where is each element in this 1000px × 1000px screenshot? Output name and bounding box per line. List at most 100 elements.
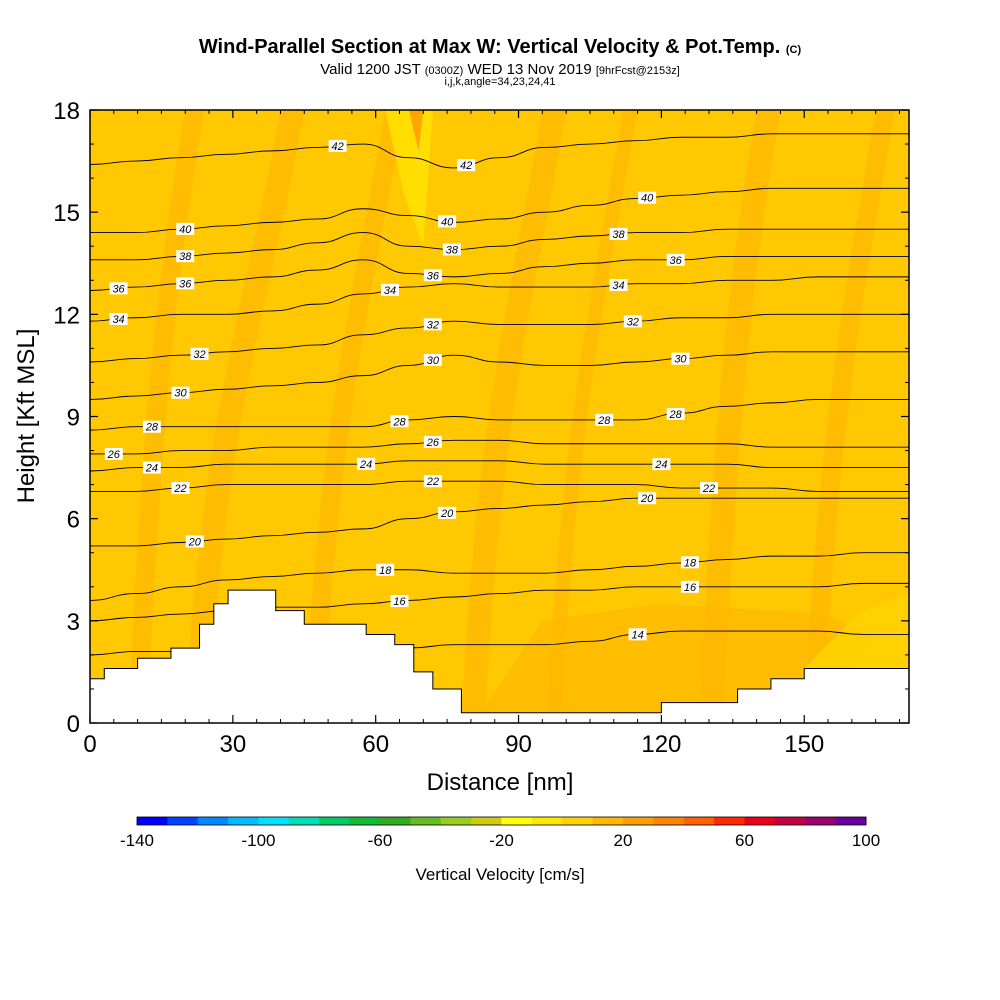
contour-label: 16 (684, 582, 697, 594)
contour-label: 20 (188, 536, 202, 548)
colorbar-swatch (805, 817, 837, 825)
contour-label-box (666, 253, 685, 266)
contour-label: 34 (112, 314, 124, 326)
contour-label: 38 (612, 229, 625, 241)
colorbar-swatch (167, 817, 199, 825)
contour-label-box (652, 458, 671, 471)
colorbar-swatch (501, 817, 533, 825)
theta-contour-28 (90, 399, 909, 431)
colorbar: -140 -100 -60 -20 20 60 100 (120, 816, 880, 850)
contour-label: 40 (179, 224, 192, 236)
theta-contour-36 (90, 255, 909, 291)
x-tick-label: 90 (505, 731, 532, 758)
contour-label-box (623, 315, 642, 328)
contour-label-box (390, 415, 409, 428)
colorbar-swatch (714, 817, 745, 825)
contour-label: 36 (427, 270, 440, 282)
contour-label: 38 (179, 251, 192, 263)
colorbar-swatch (349, 817, 381, 825)
theta-contour-labels: 14 16 16 18 18 20 20 20 22 22 22 24 24 24 26 26 28 28 28 28… (104, 139, 719, 641)
contour-label-box (595, 413, 614, 426)
contour-label-box (423, 353, 442, 366)
y-tick-label: 12 (53, 302, 80, 329)
terrain (90, 589, 909, 723)
contour-label-box (442, 243, 461, 256)
contour-label-box (109, 313, 128, 326)
colorbar-swatch (440, 817, 472, 825)
colorbar-swatch (531, 817, 563, 825)
contour-label-box (671, 352, 690, 365)
chart-title-text: Wind-Parallel Section at Max W: Vertical… (198, 36, 781, 58)
contour-label-box (438, 506, 457, 519)
contour-label: 18 (684, 557, 697, 569)
contour-label: 24 (359, 459, 372, 471)
colorbar-swatch (137, 817, 168, 825)
velocity-lowlevel-weak (804, 593, 909, 669)
contour-label: 28 (597, 415, 611, 427)
colorbar-swatch (562, 817, 594, 825)
colorbar-swatch (288, 817, 320, 825)
contour-label-box (328, 139, 347, 152)
velocity-streak (304, 110, 405, 723)
theta-contour-26 (90, 439, 909, 455)
colorbar-swatch (258, 817, 290, 825)
theta-contour-22 (90, 480, 909, 492)
section-indices: i,j,k,angle=34,23,24,41 (444, 76, 556, 88)
contour-label-box (423, 269, 442, 282)
contour-label-box (609, 227, 628, 240)
colorbar-swatch (410, 817, 442, 825)
contour-label: 36 (112, 283, 125, 295)
contour-label-box (638, 492, 657, 505)
contour-label-box (628, 628, 647, 641)
colorbar-tick-label: -60 (368, 831, 393, 850)
contour-label: 26 (107, 449, 121, 461)
contour-label: 36 (670, 255, 683, 267)
theta-contour-18 (90, 552, 909, 601)
contour-label-box (438, 215, 457, 228)
contour-label-box (142, 461, 161, 474)
contour-label-box (680, 556, 699, 569)
contour-label: 28 (669, 409, 683, 421)
colorbar-tick-label: -140 (120, 831, 154, 850)
colorbar-tick-label: 20 (614, 831, 633, 850)
contour-label-box (390, 595, 409, 608)
contour-label: 20 (440, 508, 454, 520)
theta-contour-24 (90, 460, 909, 472)
theta-contour-40 (90, 187, 909, 234)
velocity-streak (699, 110, 781, 723)
theta-contour-38 (90, 228, 909, 261)
velocity-streak (128, 110, 205, 723)
contour-label-box (666, 407, 685, 420)
theta-contour-42 (90, 133, 909, 169)
colorbar-swatch (835, 817, 867, 825)
theta-contour-20 (90, 497, 909, 547)
contour-label: 30 (427, 355, 440, 367)
contour-label-box (680, 580, 699, 593)
x-tick-label: 120 (641, 731, 681, 758)
velocity-streak (185, 110, 305, 723)
contour-label-box (609, 278, 628, 291)
contour-label: 40 (641, 193, 654, 205)
contour-label: 32 (427, 319, 439, 331)
contour-label: 18 (379, 565, 392, 577)
y-axis-label: Height [Kft MSL] (13, 329, 40, 504)
contour-label-box (185, 535, 204, 548)
colorbar-tick-label: -100 (241, 831, 275, 850)
contour-label-box (638, 191, 657, 204)
valid-utc: (0300Z) (424, 65, 464, 77)
contour-label-box (380, 283, 399, 296)
plot-area: 14 16 16 18 18 20 20 20 22 22 22 24 24 24 26 26 28 28 28 28… (90, 110, 909, 723)
theta-contour-32 (90, 313, 909, 363)
colorbar-swatch (683, 817, 715, 825)
colorbar-label: Vertical Velocity [cm/s] (415, 865, 584, 884)
contour-label: 40 (441, 216, 454, 228)
chart-subtitle: Valid 1200 JST (0300Z) WED 13 Nov 2019 [… (0, 61, 1000, 78)
chart-title: Wind-Parallel Section at Max W: Vertical… (0, 36, 1000, 59)
contour-label: 38 (446, 244, 459, 256)
colorbar-swatch (623, 817, 654, 825)
contour-label: 24 (145, 463, 158, 475)
contour-label-box (423, 475, 442, 488)
velocity-updraft-core (409, 110, 424, 151)
contour-label: 28 (145, 422, 159, 434)
y-tick-label: 15 (53, 200, 80, 227)
